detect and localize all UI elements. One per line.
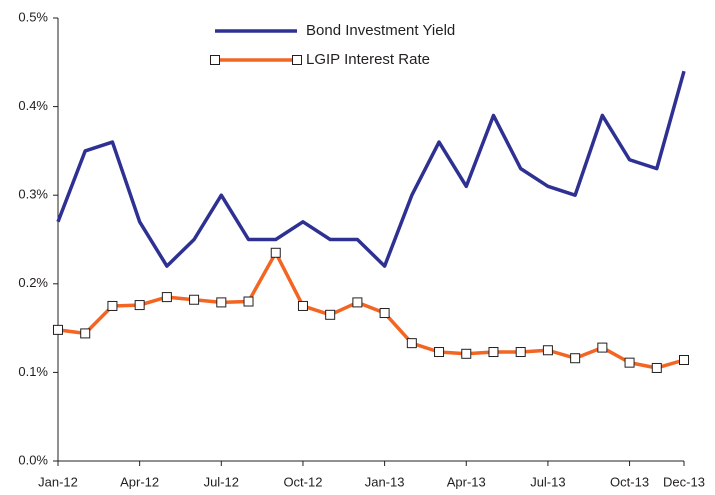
x-tick-label: Jul-13 <box>530 474 565 489</box>
x-tick-label: Apr-13 <box>447 474 486 489</box>
x-tick-label: Jul-12 <box>204 474 239 489</box>
point <box>216 297 227 308</box>
point <box>570 353 581 364</box>
point <box>651 362 662 373</box>
point <box>297 300 308 311</box>
point <box>161 292 172 303</box>
y-tick-label: 0.5% <box>18 9 48 24</box>
point <box>542 345 553 356</box>
point <box>53 324 63 335</box>
y-tick-label: 0.2% <box>18 275 48 290</box>
point <box>134 300 145 311</box>
x-tick-label: Jan-12 <box>38 474 78 489</box>
point <box>488 347 499 358</box>
legend-marker <box>292 55 302 65</box>
point <box>597 342 608 353</box>
point <box>461 348 472 359</box>
series-line <box>57 251 685 370</box>
x-tick-label: Oct-12 <box>283 474 322 489</box>
legend-label: LGIP Interest Rate <box>306 51 430 68</box>
point <box>352 297 363 308</box>
x-tick-label: Dec-13 <box>663 474 705 489</box>
point <box>189 294 200 305</box>
y-tick-label: 0.3% <box>18 187 48 202</box>
point <box>80 328 91 339</box>
legend-marker <box>210 55 220 65</box>
y-tick-label: 0.1% <box>18 364 48 379</box>
point <box>515 347 526 358</box>
point <box>243 296 254 307</box>
series-line <box>56 70 686 268</box>
legend-label: Bond Investment Yield <box>306 22 455 39</box>
x-tick-label: Apr-12 <box>120 474 159 489</box>
point <box>406 338 417 349</box>
y-tick-label: 0.4% <box>18 98 48 113</box>
x-tick-label: Jan-13 <box>365 474 405 489</box>
y-tick-label: 0.0% <box>18 452 48 467</box>
point <box>434 347 445 358</box>
x-tick-label: Oct-13 <box>610 474 649 489</box>
point <box>107 300 118 311</box>
point <box>379 308 390 319</box>
point <box>325 309 336 320</box>
point <box>270 247 281 258</box>
point <box>679 354 689 365</box>
legend: Bond Investment Yield LGIP Interest Rate <box>210 22 455 68</box>
point <box>624 357 635 368</box>
